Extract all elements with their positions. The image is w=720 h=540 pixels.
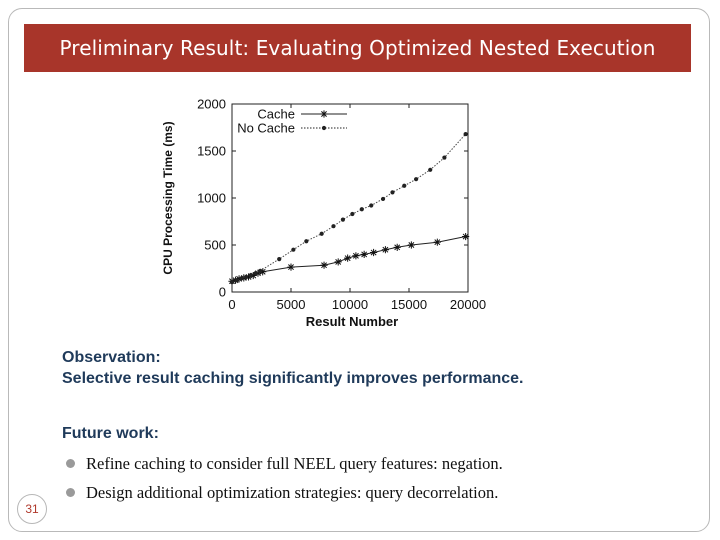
- data-point-no-cache: [350, 211, 355, 217]
- data-point-cache: [344, 254, 352, 262]
- data-point-cache: [433, 238, 441, 246]
- slide-frame: [8, 8, 710, 532]
- data-point-no-cache: [239, 276, 244, 281]
- data-point-no-cache: [413, 177, 419, 182]
- slide-title: Preliminary Result: Evaluating Optimized…: [24, 24, 691, 72]
- legend-label: Cache: [257, 107, 295, 122]
- data-point-no-cache: [442, 155, 447, 160]
- data-point-cache: [352, 252, 360, 260]
- x-tick-label: 10000: [332, 297, 368, 312]
- data-point-cache: [320, 261, 328, 269]
- data-point-no-cache: [359, 207, 364, 212]
- observation-text: Selective result caching significantly i…: [62, 370, 524, 387]
- slide-title-text: Preliminary Result: Evaluating Optimized…: [59, 36, 656, 60]
- legend-marker-no-cache: [321, 125, 327, 131]
- data-point-no-cache: [248, 272, 253, 278]
- data-point-cache: [259, 268, 267, 276]
- data-point-cache: [393, 243, 401, 251]
- y-tick-label: 1000: [197, 191, 226, 206]
- data-point-no-cache: [390, 190, 395, 195]
- data-point-no-cache: [331, 224, 336, 229]
- data-point-no-cache: [258, 268, 263, 273]
- data-point-no-cache: [291, 247, 296, 252]
- legend-marker-cache: [320, 110, 328, 118]
- data-point-cache: [381, 246, 389, 254]
- data-point-cache: [254, 269, 262, 277]
- data-point-no-cache: [234, 278, 239, 283]
- y-tick-label: 1500: [197, 144, 226, 159]
- data-point-no-cache: [229, 280, 235, 285]
- data-point-no-cache: [428, 167, 433, 172]
- data-point-cache: [370, 248, 378, 257]
- legend-label: No Cache: [237, 121, 295, 136]
- data-point-cache: [360, 250, 368, 258]
- x-tick-label: 0: [228, 297, 235, 312]
- page-number: 31: [25, 502, 39, 516]
- y-tick-label: 0: [219, 285, 226, 300]
- y-tick-label: 500: [204, 238, 226, 253]
- data-point-no-cache: [244, 274, 249, 280]
- future-work-list: Refine caching to consider full NEEL que…: [66, 449, 503, 507]
- observation-block: Observation: Selective result caching si…: [62, 347, 702, 389]
- future-work-heading: Future work:: [62, 425, 159, 442]
- data-point-cache: [244, 273, 253, 281]
- x-tick-label: 15000: [391, 297, 427, 312]
- y-axis-label: CPU Processing Time (ms): [161, 121, 175, 274]
- data-point-no-cache: [304, 239, 309, 244]
- data-point-no-cache: [253, 271, 258, 276]
- x-tick-label: 5000: [277, 297, 306, 312]
- bullet-icon: [66, 488, 75, 497]
- bullet-text: Refine caching to consider full NEEL que…: [86, 453, 503, 473]
- bullet-text: Design additional optimization strategie…: [86, 482, 499, 502]
- list-item: Design additional optimization strategie…: [66, 478, 503, 507]
- data-point-cache: [462, 232, 470, 241]
- data-point-cache: [334, 258, 342, 266]
- data-point-no-cache: [463, 131, 468, 137]
- data-point-cache: [249, 271, 257, 280]
- y-tick-label: 2000: [197, 97, 226, 112]
- data-point-cache: [407, 241, 415, 249]
- data-point-no-cache: [319, 231, 324, 236]
- data-point-cache: [235, 275, 243, 283]
- data-point-no-cache: [340, 217, 346, 222]
- data-point-no-cache: [380, 196, 386, 202]
- data-point-no-cache: [277, 257, 282, 262]
- data-point-no-cache: [369, 203, 374, 208]
- data-point-no-cache: [402, 183, 407, 188]
- x-tick-label: 20000: [450, 297, 486, 312]
- x-axis-label: Result Number: [306, 314, 398, 329]
- page-number-badge: 31: [17, 494, 47, 524]
- data-point-cache: [287, 263, 295, 271]
- observation-heading: Observation:: [62, 349, 161, 366]
- bullet-icon: [66, 459, 75, 468]
- list-item: Refine caching to consider full NEEL que…: [66, 449, 503, 478]
